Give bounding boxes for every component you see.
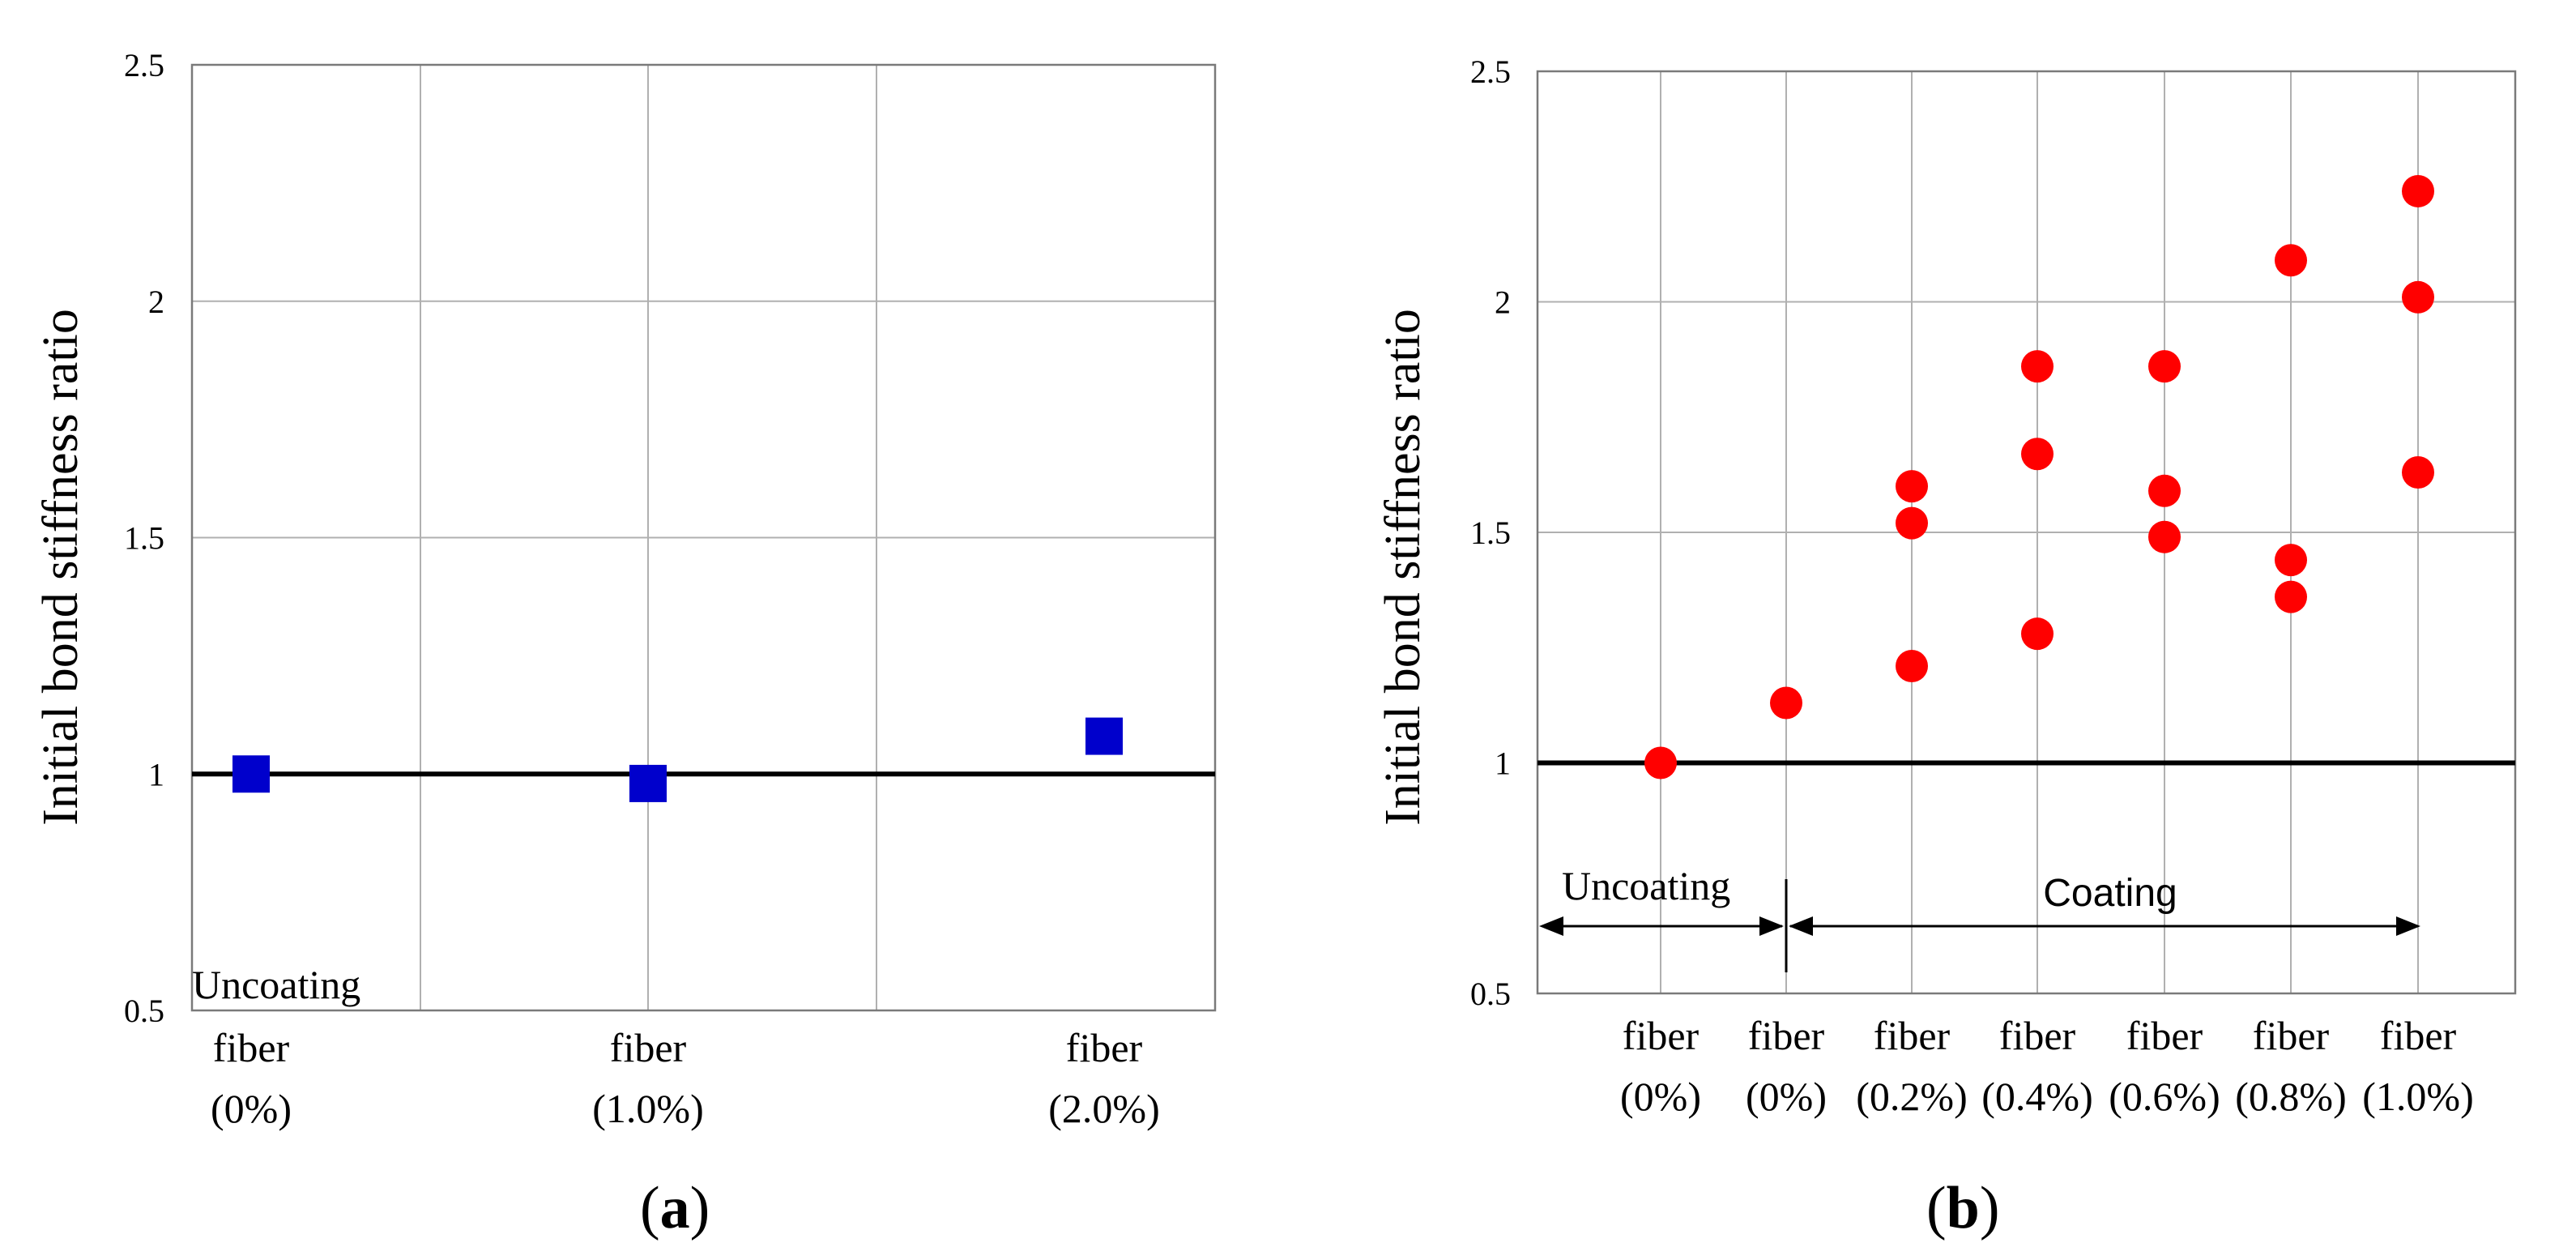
x-tick-label-sub: (1.0%) xyxy=(2362,1074,2473,1119)
data-point xyxy=(232,755,270,793)
y-axis-label-b: Initial bond stiffness ratio xyxy=(1375,309,1431,826)
data-point xyxy=(1644,746,1677,779)
y-tick-label: 2.5 xyxy=(124,47,164,83)
x-tick-label-sub: (0.8%) xyxy=(2235,1074,2346,1119)
x-tick-label-sub: (0.4%) xyxy=(1981,1074,2092,1119)
x-tick-label: fiber xyxy=(1066,1025,1143,1070)
uncoating-arrowhead-left xyxy=(1539,916,1563,936)
annotation-uncoating-b: Uncoating xyxy=(1562,863,1730,908)
data-point xyxy=(2275,544,2307,577)
x-tick-label: fiber xyxy=(1748,1013,1825,1058)
panel-letter-a: a xyxy=(660,1175,690,1241)
data-point xyxy=(2148,474,2181,507)
x-tick-label-sub: (0.2%) xyxy=(1856,1074,1967,1119)
data-point xyxy=(2402,174,2434,207)
data-point xyxy=(2021,617,2054,651)
data-point xyxy=(1770,686,1802,720)
data-point xyxy=(1085,717,1123,755)
data-point xyxy=(629,764,667,802)
data-point xyxy=(2275,244,2307,277)
x-tick-label: fiber xyxy=(2126,1013,2203,1058)
y-tick-label: 0.5 xyxy=(1470,976,1511,1012)
y-tick-label: 1.5 xyxy=(124,520,164,557)
chart-panel-b: 0.5 1 1.5 2 2.5 fiber (0%) fiber (0%) fiber (0.2%… xyxy=(1375,53,2517,1241)
x-tick-label-sub: (1.0%) xyxy=(592,1086,703,1131)
y-tick-label: 2.5 xyxy=(1470,53,1511,90)
data-point xyxy=(2021,438,2054,471)
x-tick-label-sub: (0%) xyxy=(1620,1074,1701,1119)
y-tick-label: 1 xyxy=(1495,745,1511,782)
data-point xyxy=(2402,456,2434,489)
range-arrows xyxy=(1539,879,2420,972)
x-tick-label-sub: (0.6%) xyxy=(2109,1074,2220,1119)
coating-arrowhead-right xyxy=(2396,916,2420,936)
x-tick-label-sub: (0%) xyxy=(211,1086,292,1131)
chart-panel-a: 0.5 1 1.5 2 2.5 fiber (0%) fiber (1.0%) fiber (2.… xyxy=(33,47,1217,1241)
data-point xyxy=(2148,350,2181,383)
coating-arrowhead-left xyxy=(1789,916,1813,936)
x-tick-label: fiber xyxy=(1999,1013,2076,1058)
data-point xyxy=(1896,650,1928,683)
x-tick-label: fiber xyxy=(1623,1013,1700,1058)
x-tick-label: fiber xyxy=(610,1025,687,1070)
y-tick-label: 0.5 xyxy=(124,993,164,1029)
data-point xyxy=(1896,506,1928,540)
data-point xyxy=(2275,580,2307,613)
annotation-uncoating-a: Uncoating xyxy=(192,962,360,1007)
x-tick-label: fiber xyxy=(2253,1013,2330,1058)
annotation-coating-b: Coating xyxy=(2043,872,2177,915)
x-tick-label: fiber xyxy=(213,1025,290,1070)
panel-label-a: (a) xyxy=(640,1175,710,1241)
x-tick-label: fiber xyxy=(1874,1013,1951,1058)
x-tick-label-sub: (0%) xyxy=(1746,1074,1827,1119)
y-tick-label: 1 xyxy=(148,756,164,792)
plot-frame-a xyxy=(190,63,1217,1012)
data-point xyxy=(2148,520,2181,553)
panel-letter-b: b xyxy=(1947,1175,1980,1241)
panel-label-b: (b) xyxy=(1926,1175,1999,1241)
y-tick-label: 1.5 xyxy=(1470,515,1511,551)
y-tick-label: 2 xyxy=(148,284,164,320)
x-tick-label-sub: (2.0%) xyxy=(1048,1086,1159,1131)
y-axis-label-a: Initial bond stiffness ratio xyxy=(33,309,88,826)
uncoating-arrowhead-right xyxy=(1759,916,1784,936)
data-point xyxy=(2402,280,2434,314)
plot-frame-b xyxy=(1536,70,2517,995)
data-point xyxy=(1896,470,1928,503)
data-point xyxy=(2021,350,2054,383)
x-tick-label: fiber xyxy=(2380,1013,2457,1058)
y-tick-label: 2 xyxy=(1495,284,1511,321)
